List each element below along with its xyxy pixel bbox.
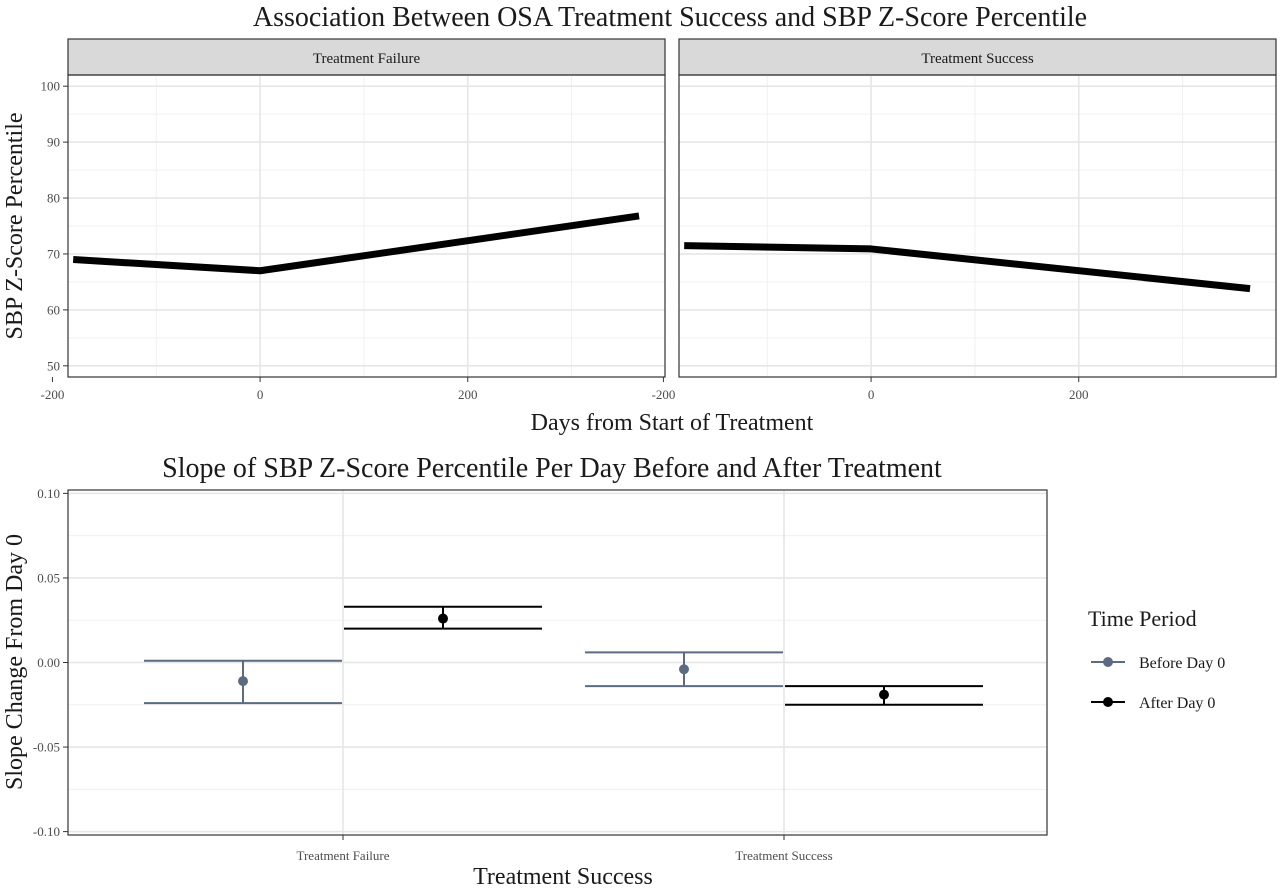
top-x-tick-label: -200	[41, 387, 65, 402]
top-y-tick-label: 80	[47, 191, 60, 206]
legend-entries: Before Day 0 After Day 0	[1091, 655, 1225, 712]
legend-title: Time Period	[1088, 606, 1197, 631]
point-after-treatment-failure	[438, 613, 448, 624]
plot-area-slope	[68, 490, 1047, 835]
top-chart-title: Association Between OSA Treatment Succes…	[253, 2, 1087, 33]
top-y-tick-label: 70	[47, 246, 60, 261]
top-x-tick-label: 0	[257, 387, 264, 402]
top-x-tick-label: 0	[868, 387, 875, 402]
strip-treatment-success	[678, 38, 1277, 76]
point-before-treatment-failure	[238, 676, 248, 687]
legend-label: After Day 0	[1139, 695, 1215, 712]
strip-label-treatment-failure: Treatment Failure	[313, 51, 421, 67]
top-x-axis-title: Days from Start of Treatment	[531, 410, 814, 436]
top-y-tick-label: 50	[47, 358, 60, 373]
bottom-y-tick-label: -0.10	[33, 824, 60, 839]
legend-label: Before Day 0	[1139, 655, 1225, 672]
facet-treatment-success: Treatment Success	[678, 38, 1277, 378]
legend-key-point	[1103, 657, 1113, 667]
point-before-treatment-success	[679, 664, 689, 675]
top-y-axis-title: SBP Z-Score Percentile	[2, 112, 28, 339]
top-x-tick-label: -200	[652, 387, 676, 402]
strip-label-treatment-success: Treatment Success	[921, 51, 1034, 67]
bottom-x-axis: Treatment Failure Treatment Success	[296, 835, 833, 863]
point-after-treatment-success	[879, 689, 889, 700]
bottom-y-tick-label: 0.05	[37, 570, 60, 585]
legend-key-point	[1103, 697, 1113, 707]
top-y-axis: 50 60 70 80 90 100	[41, 79, 68, 373]
top-y-tick-label: 100	[41, 79, 61, 94]
bottom-y-tick-label: 0.10	[37, 486, 60, 501]
series-line-treatment-success	[684, 242, 1251, 293]
bottom-x-axis-title: Treatment Success	[473, 864, 653, 889]
bottom-chart-title: Slope of SBP Z-Score Percentile Per Day …	[162, 453, 942, 484]
top-x-axis: -200 0 200 -200 0 200	[41, 377, 1089, 402]
panel-border-treatment-failure	[67, 74, 666, 378]
bottom-y-axis: -0.10 -0.05 0.00 0.05 0.10	[33, 486, 68, 839]
series-line-treatment-failure	[72, 212, 640, 275]
facet-treatment-failure: Treatment Failure	[67, 38, 666, 378]
top-y-tick-label: 60	[47, 302, 60, 317]
bottom-y-tick-label: 0.00	[37, 655, 60, 670]
plot-area-treatment-failure	[68, 75, 665, 377]
panel-border-treatment-success	[678, 74, 1277, 378]
bottom-x-tick-label: Treatment Success	[735, 848, 832, 863]
bottom-y-tick-label: -0.05	[33, 740, 60, 755]
bottom-y-axis-title: Slope Change From Day 0	[2, 534, 28, 790]
strip-treatment-failure	[67, 38, 666, 76]
bottom-x-tick-label: Treatment Failure	[296, 848, 389, 863]
top-x-tick-label: 200	[458, 387, 478, 402]
top-y-tick-label: 90	[47, 135, 60, 150]
top-x-tick-label: 200	[1069, 387, 1089, 402]
plot-area-treatment-success	[679, 75, 1276, 377]
legend: Time Period Before Day 0 After Day 0	[1088, 606, 1225, 712]
